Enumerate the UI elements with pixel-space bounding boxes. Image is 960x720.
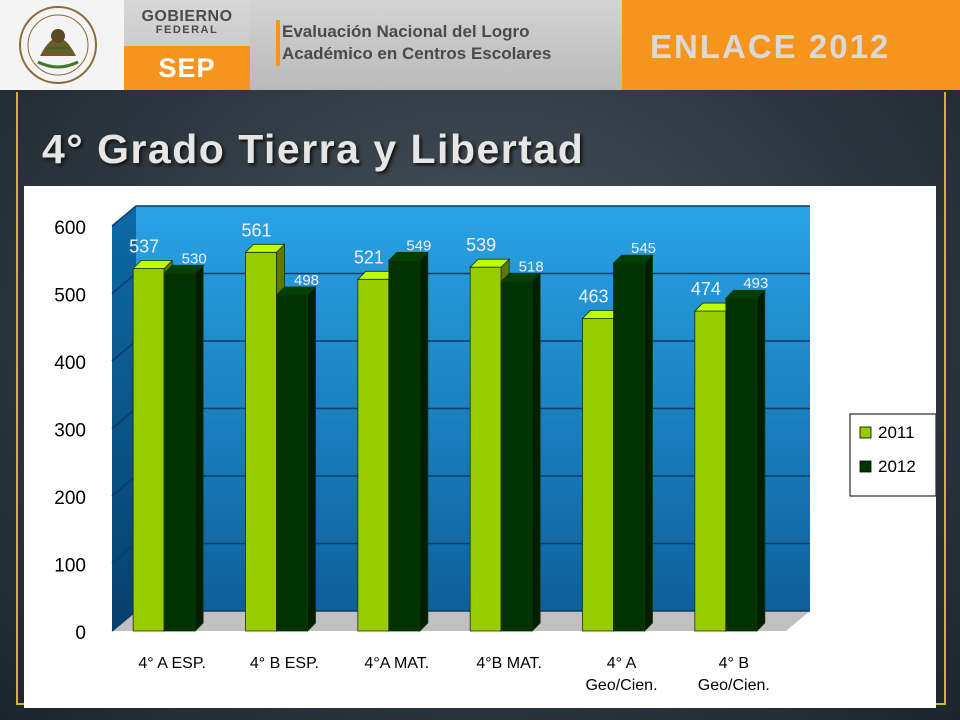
- sep-text: SEP: [158, 53, 216, 83]
- evaluacion-accent-bar: [276, 20, 280, 66]
- data-label-2011: 463: [579, 286, 609, 306]
- bar-top-2012: [387, 252, 429, 261]
- sep-logo: SEP: [124, 46, 250, 90]
- gridline: [111, 205, 810, 227]
- bar-top-2012: [612, 254, 654, 264]
- bar-2012: [388, 260, 421, 632]
- bar-side-2012: [531, 272, 541, 632]
- bar-2011: [357, 278, 390, 632]
- data-label-2012: 493: [743, 275, 768, 292]
- evaluacion-line-2: Académico en Centros Escolares: [282, 44, 552, 63]
- y-tick-label: 100: [54, 556, 86, 577]
- bar-top-2012: [500, 272, 542, 282]
- data-label-2011: 521: [354, 247, 384, 267]
- x-tick-label: 4° A ESP.: [138, 655, 206, 672]
- bar-2011: [694, 310, 727, 632]
- bar-2011: [582, 318, 614, 632]
- data-label-2012: 530: [182, 250, 207, 267]
- bar-2012: [276, 294, 308, 632]
- bar-2011: [469, 266, 502, 632]
- bar-top-2011: [469, 258, 511, 268]
- x-tick-label: 4° A: [607, 655, 637, 672]
- bar-top-2012: [275, 286, 317, 296]
- y-tick-label: 300: [54, 421, 86, 442]
- bar-side-2012: [194, 264, 204, 632]
- bar-2012: [725, 297, 758, 632]
- bars: [132, 243, 766, 632]
- bar-top-2012: [163, 264, 205, 274]
- bar-side-2012: [419, 251, 429, 632]
- y-tick-label: 400: [54, 353, 86, 374]
- bar-2012: [163, 272, 196, 632]
- y-tick-label: 200: [54, 488, 86, 509]
- bar-2011: [245, 251, 277, 632]
- x-tick-label: Geo/Cien.: [585, 677, 657, 694]
- bar-top-2011: [132, 260, 174, 269]
- data-label-2012: 549: [406, 237, 431, 254]
- x-tick-label: 4°B MAT.: [476, 655, 542, 672]
- enlace-year: 2012: [808, 28, 891, 65]
- x-tick-label: 4° B: [719, 655, 749, 672]
- data-label-2011: 474: [691, 279, 721, 299]
- y-tick-label: 500: [54, 286, 86, 307]
- mexican-seal-logo: [0, 0, 124, 90]
- legend: 2011 2012: [849, 413, 936, 497]
- x-axis-labels: 4° A ESP. 4° B ESP. 4°A MAT. 4°B MAT. 4° A Ge…: [138, 655, 769, 694]
- bar-2011: [132, 268, 165, 632]
- enlace-word: ENLACE: [650, 28, 798, 65]
- bar-2012: [500, 280, 533, 632]
- bar-top-2012: [724, 289, 766, 299]
- bar-top-2011: [244, 243, 286, 253]
- evaluacion-line-1: Evaluación Nacional del Logro: [282, 22, 530, 41]
- y-tick-label: 600: [54, 218, 86, 239]
- federal-text: FEDERAL: [155, 24, 219, 36]
- data-label-2011: 539: [466, 235, 496, 255]
- legend-swatch-2012: [859, 460, 872, 473]
- bar-side-2012: [756, 289, 766, 632]
- legend-label-2012: 2012: [878, 457, 916, 476]
- y-tick-label: 0: [75, 623, 86, 644]
- enlace-block: ENLACE 2012: [622, 0, 960, 90]
- data-label-2012: 545: [631, 240, 656, 257]
- data-labels: 537 530 561 498 521 549 539 518 463 545 474 493: [129, 220, 768, 306]
- y-axis-ticks: 0 100 200 300 400 500 600: [54, 218, 86, 644]
- bar-side-2012: [644, 254, 653, 632]
- data-label-2011: 561: [242, 220, 272, 240]
- x-tick-label: 4° B ESP.: [250, 655, 319, 672]
- slide-title: 4° Grado Tierra y Libertad: [42, 126, 585, 172]
- data-label-2012: 518: [519, 258, 544, 275]
- x-tick-label: 4°A MAT.: [364, 655, 429, 672]
- x-tick-label: Geo/Cien.: [698, 677, 770, 694]
- header-banner: GOBIERNO FEDERAL SEP Evaluación Nacional…: [0, 0, 960, 90]
- frame-left-line: [16, 92, 18, 704]
- legend-label-2011: 2011: [878, 423, 915, 442]
- legend-swatch-2011: [859, 426, 872, 439]
- data-label-2012: 498: [294, 272, 319, 289]
- bar-side-2012: [307, 285, 316, 632]
- bar-2012: [613, 262, 645, 632]
- enlace-logo-text: ENLACE 2012: [650, 28, 890, 66]
- frame-right-line: [944, 92, 946, 704]
- evaluacion-block: Evaluación Nacional del Logro Académico …: [250, 0, 622, 90]
- data-label-2011: 537: [129, 237, 159, 257]
- gobierno-text: GOBIERNO: [141, 8, 233, 25]
